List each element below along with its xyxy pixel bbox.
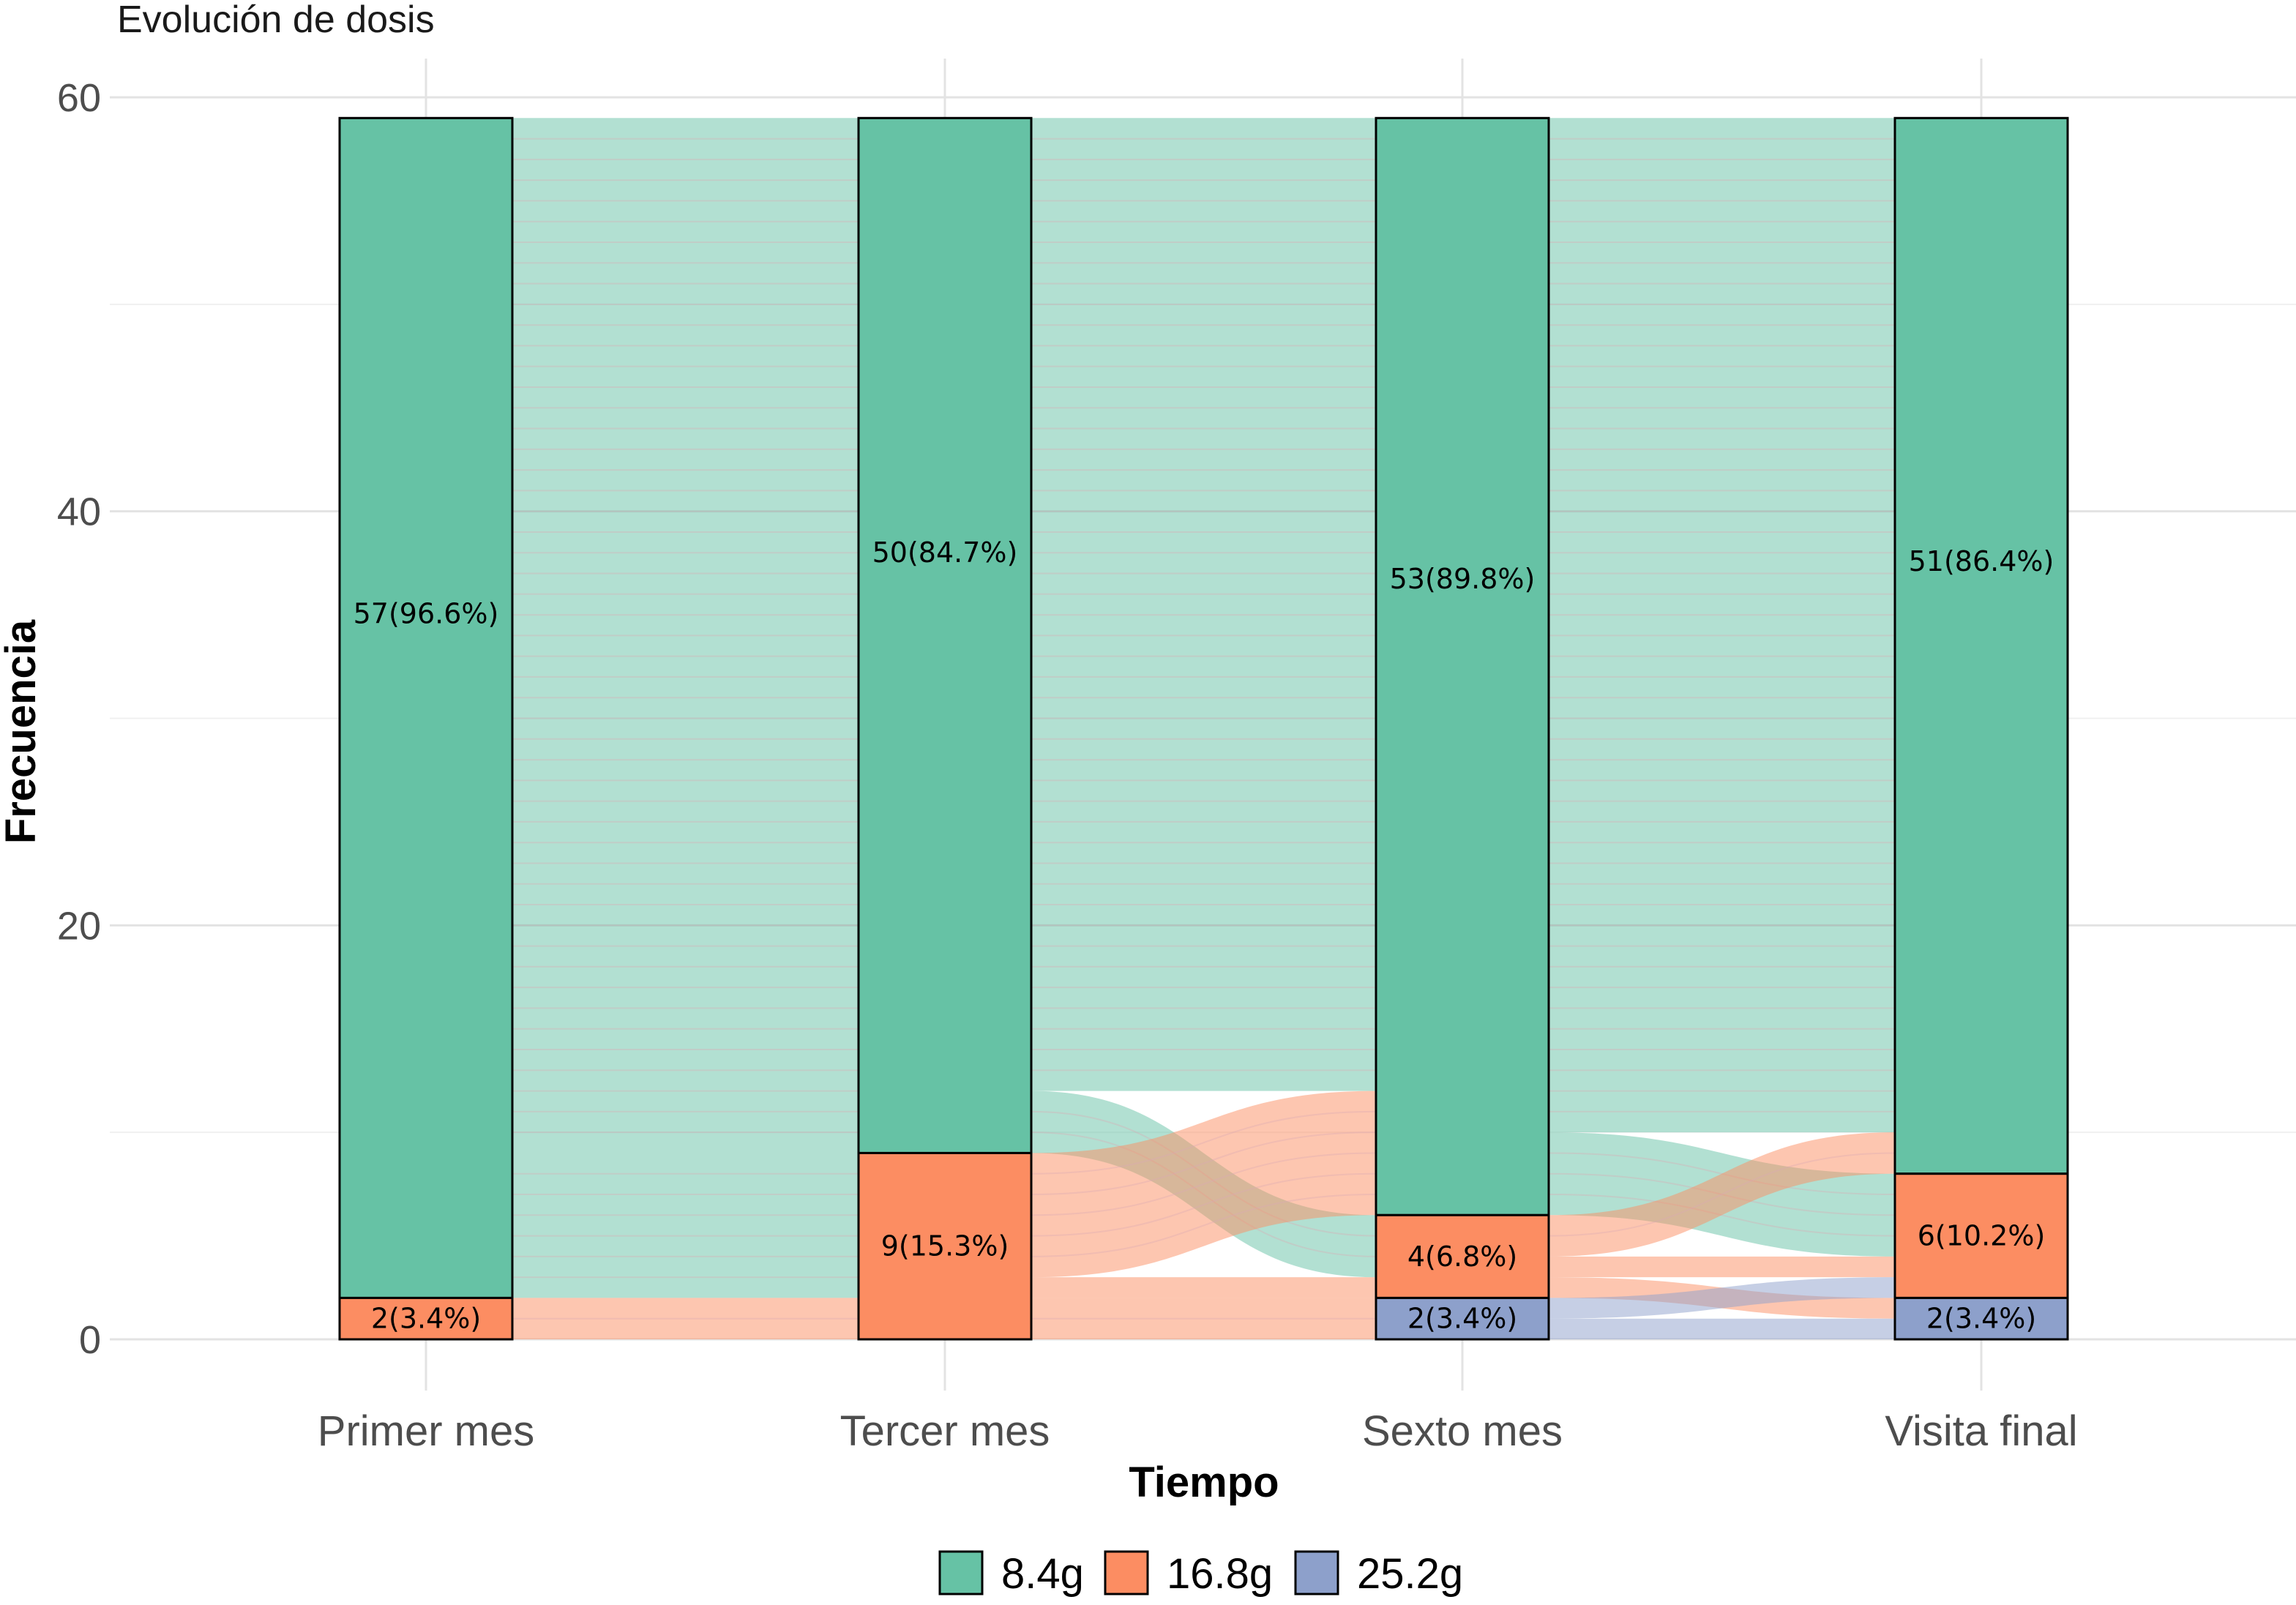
bar-label: 2(3.4%) <box>1926 1303 2036 1335</box>
bar-label: 53(89.8%) <box>1390 563 1536 595</box>
x-tick-label: Sexto mes <box>1362 1407 1563 1455</box>
x-tick-label: Visita final <box>1885 1407 2077 1455</box>
y-tick-label: 0 <box>79 1318 101 1362</box>
flow-8.4g-to-8.4g <box>512 118 859 1153</box>
y-tick-label: 20 <box>57 904 101 948</box>
flow-16.8g-to-8.4g <box>1549 1132 1895 1257</box>
bars: 57(96.6%) 2(3.4%) 50(84.7%) 9(15.3%) 53(89.8… <box>338 116 2069 1341</box>
flow-strand <box>1548 1194 1896 1237</box>
flow-16.8g-to-25.2g <box>1031 1298 1376 1339</box>
legend-key-25.2g <box>1294 1550 1339 1595</box>
bar-8.4g-Tercer mes <box>857 116 1033 1154</box>
flow-8.4g-to-8.4g <box>1549 118 1895 1133</box>
bar-8.4g-Sexto mes <box>1375 116 1550 1216</box>
flow-strand <box>1031 1172 1377 1237</box>
bar-8.4g-Primer mes <box>338 116 514 1299</box>
y-axis-title: Frecuencia <box>0 619 45 844</box>
flow-8.4g-to-8.4g <box>1031 118 1376 1091</box>
flow-16.8g-to-8.4g <box>1031 1090 1376 1278</box>
flow-16.8g-to-16.8g <box>1031 1277 1376 1298</box>
flow-16.8g-to-16.8g <box>1549 1256 1895 1278</box>
flows <box>512 118 1896 1339</box>
bar-label: 2(3.4%) <box>1407 1303 1517 1335</box>
legend-label: 25.2g <box>1357 1550 1463 1598</box>
flow-strand <box>1031 1131 1377 1196</box>
bar-25.2g-Sexto mes <box>1375 1296 1550 1341</box>
x-axis-title: Tiempo <box>1129 1459 1279 1506</box>
legend: 8.4g 16.8g 25.2g <box>938 1550 1463 1598</box>
bar-16.8g-Tercer mes <box>857 1151 1033 1341</box>
flow-25.2g-to-16.8g <box>1549 1277 1895 1319</box>
x-axis-ticks: Primer mes Tercer mes Sexto mes Visita fina… <box>318 1407 2078 1455</box>
flow-16.8g-to-16.8g <box>512 1298 859 1339</box>
y-axis-ticks: 0 20 40 60 <box>57 76 101 1362</box>
legend-key-8.4g <box>938 1550 984 1595</box>
flow-8.4g-to-16.8g <box>512 1153 859 1298</box>
y-tick-label: 60 <box>57 76 101 120</box>
bar-label: 57(96.6%) <box>354 597 499 629</box>
x-tick-label: Tercer mes <box>840 1407 1050 1455</box>
legend-key-16.8g <box>1104 1550 1149 1595</box>
bar-label: 50(84.7%) <box>872 536 1018 569</box>
flow-strand <box>1031 1194 1377 1257</box>
legend-label: 16.8g <box>1167 1550 1273 1598</box>
y-tick-label: 40 <box>57 490 101 534</box>
flow-strand <box>1031 1110 1377 1175</box>
legend-label: 8.4g <box>1001 1550 1084 1598</box>
bar-label: 4(6.8%) <box>1407 1241 1517 1273</box>
flow-strand <box>1548 1152 1896 1237</box>
flow-25.2g-to-25.2g <box>1549 1318 1895 1339</box>
bar-label: 9(15.3%) <box>881 1230 1009 1262</box>
flow-strand <box>1031 1152 1377 1216</box>
bar-label: 6(10.2%) <box>1918 1220 2046 1252</box>
bar-8.4g-Visita final <box>1893 116 2069 1175</box>
bar-16.8g-Primer mes <box>338 1296 514 1341</box>
bar-label: 51(86.4%) <box>1909 545 2054 577</box>
bar-16.8g-Sexto mes <box>1375 1213 1550 1299</box>
x-tick-label: Primer mes <box>318 1407 534 1455</box>
bar-label: 2(3.4%) <box>371 1303 481 1335</box>
chart-title: Evolución de dosis <box>117 0 435 41</box>
bar-25.2g-Visita final <box>1893 1296 2069 1341</box>
